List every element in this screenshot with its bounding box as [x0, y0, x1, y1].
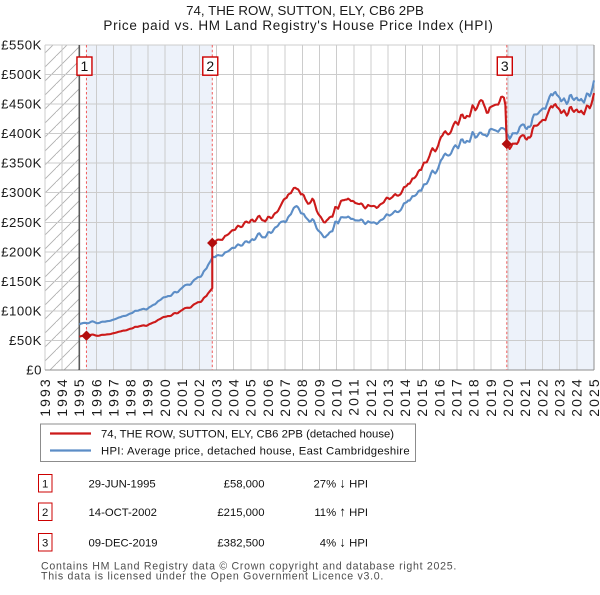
svg-text:2025: 2025 — [586, 377, 600, 417]
svg-text:2023: 2023 — [551, 377, 567, 417]
svg-text:2014: 2014 — [397, 377, 413, 417]
svg-text:2000: 2000 — [157, 377, 173, 417]
svg-text:74, THE ROW, SUTTON, ELY, CB6: 74, THE ROW, SUTTON, ELY, CB6 2PB (detac… — [101, 429, 394, 441]
svg-text:£350K: £350K — [1, 156, 42, 171]
svg-text:27% ↓ HPI: 27% ↓ HPI — [314, 476, 368, 491]
svg-text:£500K: £500K — [1, 67, 42, 82]
svg-text:This data is licensed under th: This data is licensed under the Open Gov… — [41, 571, 384, 583]
svg-text:2005: 2005 — [243, 377, 259, 417]
svg-text:2016: 2016 — [431, 377, 447, 417]
svg-text:£150K: £150K — [1, 274, 42, 289]
svg-text:£0: £0 — [26, 363, 42, 378]
svg-text:£50K: £50K — [9, 333, 42, 348]
svg-text:2008: 2008 — [294, 377, 310, 417]
svg-text:£58,000: £58,000 — [224, 479, 265, 491]
svg-text:£200K: £200K — [1, 244, 42, 259]
svg-text:2020: 2020 — [500, 377, 516, 417]
svg-text:2024: 2024 — [569, 377, 585, 417]
svg-text:1: 1 — [81, 58, 89, 74]
svg-text:2018: 2018 — [466, 377, 482, 417]
svg-text:2002: 2002 — [191, 377, 207, 417]
svg-text:£250K: £250K — [1, 215, 42, 230]
svg-text:3: 3 — [501, 58, 509, 74]
svg-text:2: 2 — [206, 58, 214, 74]
svg-text:2019: 2019 — [483, 377, 499, 417]
svg-text:2009: 2009 — [311, 377, 327, 417]
svg-text:HPI: Average price, detached h: HPI: Average price, detached house, East… — [101, 446, 410, 458]
svg-text:2006: 2006 — [260, 377, 276, 417]
svg-text:£450K: £450K — [1, 97, 42, 112]
svg-text:14-OCT-2002: 14-OCT-2002 — [89, 507, 157, 519]
svg-text:1993: 1993 — [37, 377, 53, 417]
svg-text:1999: 1999 — [140, 377, 156, 417]
svg-text:2007: 2007 — [277, 377, 293, 417]
svg-text:1995: 1995 — [71, 377, 87, 417]
svg-text:2004: 2004 — [226, 377, 242, 417]
svg-text:74, THE ROW, SUTTON, ELY, CB6: 74, THE ROW, SUTTON, ELY, CB6 2PB — [186, 3, 424, 18]
svg-text:1996: 1996 — [88, 377, 104, 417]
svg-text:29-JUN-1995: 29-JUN-1995 — [89, 479, 156, 491]
svg-text:2015: 2015 — [414, 377, 430, 417]
svg-text:1997: 1997 — [105, 377, 121, 417]
svg-text:09-DEC-2019: 09-DEC-2019 — [89, 538, 158, 550]
svg-text:2010: 2010 — [328, 377, 344, 417]
svg-text:Price paid vs. HM Land Registr: Price paid vs. HM Land Registry's House … — [103, 18, 493, 33]
svg-text:3: 3 — [42, 538, 48, 550]
svg-text:£382,500: £382,500 — [217, 538, 264, 550]
svg-text:1998: 1998 — [123, 377, 139, 417]
svg-text:2: 2 — [42, 507, 48, 519]
svg-text:2001: 2001 — [174, 377, 190, 417]
svg-text:1994: 1994 — [54, 377, 70, 417]
svg-text:£400K: £400K — [1, 126, 42, 141]
svg-text:2003: 2003 — [208, 377, 224, 417]
svg-text:2013: 2013 — [380, 377, 396, 417]
svg-text:1: 1 — [42, 479, 48, 491]
svg-text:£550K: £550K — [1, 38, 42, 53]
svg-text:2022: 2022 — [534, 377, 550, 417]
svg-text:2021: 2021 — [517, 377, 533, 417]
svg-text:2011: 2011 — [346, 377, 362, 416]
svg-text:2017: 2017 — [449, 377, 465, 417]
svg-text:11% ↑ HPI: 11% ↑ HPI — [314, 504, 368, 519]
svg-text:£100K: £100K — [1, 303, 42, 318]
svg-text:Contains HM Land Registry data: Contains HM Land Registry data © Crown c… — [41, 561, 457, 573]
svg-text:£300K: £300K — [1, 185, 42, 200]
svg-text:2012: 2012 — [363, 377, 379, 417]
svg-text:£215,000: £215,000 — [217, 507, 264, 519]
svg-text:4% ↓ HPI: 4% ↓ HPI — [320, 535, 368, 550]
